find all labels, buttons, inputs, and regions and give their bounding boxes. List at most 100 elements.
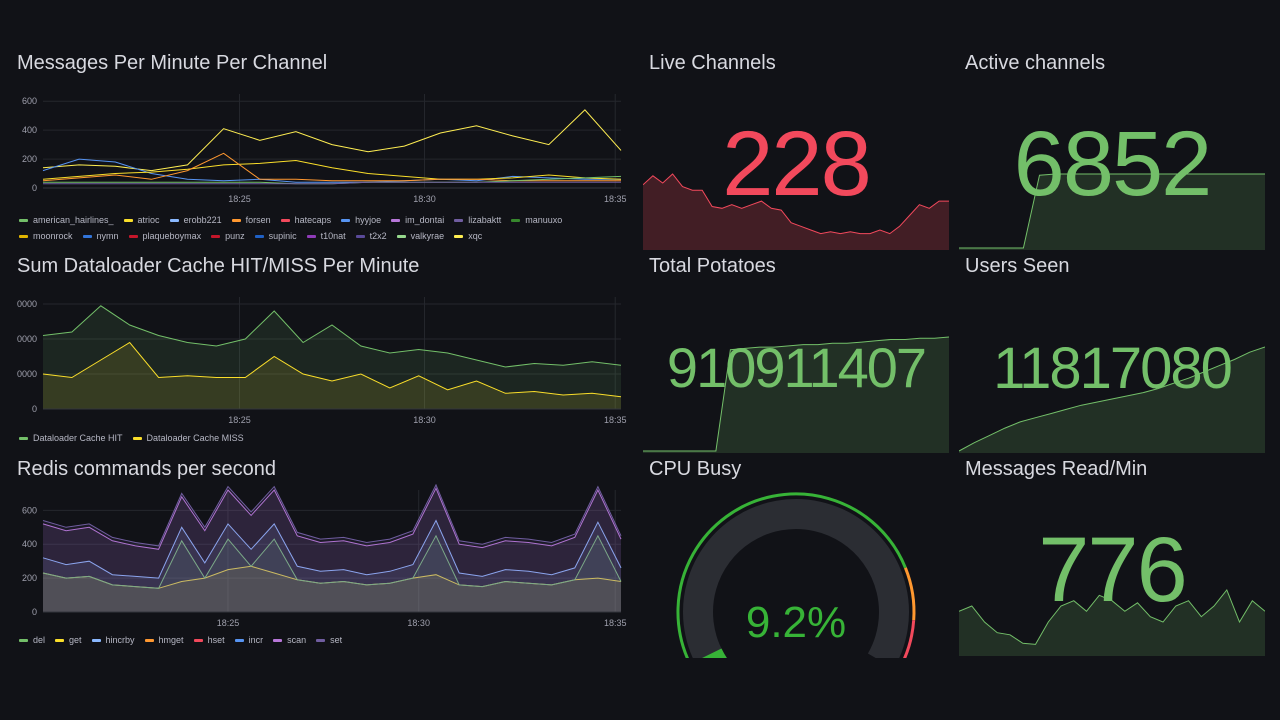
legend-swatch xyxy=(123,219,133,223)
redis-legend-item[interactable]: hmget xyxy=(144,632,184,648)
series-area-scan xyxy=(43,488,621,612)
cache-legend-item[interactable]: Dataloader Cache HIT xyxy=(19,430,123,446)
series-line-set xyxy=(42,484,622,547)
legend-swatch xyxy=(396,235,406,239)
messages-legend-item[interactable]: lizabaktt xyxy=(454,212,501,228)
y-tick-label: 200 xyxy=(22,573,37,583)
legend-label: american_hairlines_ xyxy=(33,215,114,225)
live-channels-title: Live Channels xyxy=(649,52,776,74)
x-tick-label: 18:35 xyxy=(604,415,627,425)
messages-legend-item[interactable]: valkyrae xyxy=(396,228,445,244)
legend-label: Dataloader Cache HIT xyxy=(33,433,123,443)
legend-label: nymn xyxy=(96,231,119,241)
sparkline-area xyxy=(643,337,949,453)
legend-swatch xyxy=(169,219,179,223)
cache-panel-title: Sum Dataloader Cache HIT/MISS Per Minute xyxy=(17,255,420,277)
messages-legend-item[interactable]: t2x2 xyxy=(355,228,387,244)
cache-chart: 0 10000 20000 30000 18:25 18:30 18:35 xyxy=(17,297,627,425)
users-seen-sparkline xyxy=(959,346,1265,453)
legend-label: hmget xyxy=(158,635,184,645)
cpu-busy-value: 9.2% xyxy=(745,598,847,647)
legend-label: scan xyxy=(287,635,307,645)
sparkline-line xyxy=(643,173,949,235)
y-tick-label: 20000 xyxy=(17,334,37,344)
legend-label: atrioc xyxy=(137,215,160,225)
messages-legend-item[interactable]: manuuxo xyxy=(511,212,562,228)
sparkline-line xyxy=(643,336,949,452)
legend-label: valkyrae xyxy=(410,231,445,241)
messages-legend: american_hairlines_ atrioc erobb221 forsen h… xyxy=(19,212,629,244)
y-tick-label: 30000 xyxy=(17,299,37,309)
legend-label: hincrby xyxy=(105,635,135,645)
legend-swatch xyxy=(19,639,28,643)
legend-label: moonrock xyxy=(33,231,73,241)
gauge-threshold-red xyxy=(902,620,916,658)
live-channels-value: 228 xyxy=(722,113,872,215)
sparkline-line xyxy=(959,173,1265,249)
series-area-get xyxy=(43,566,621,612)
redis-legend-item[interactable]: hincrby xyxy=(91,632,135,648)
legend-label: t2x2 xyxy=(369,231,387,241)
legend-label: set xyxy=(330,635,343,645)
messages-legend-item[interactable]: forsen xyxy=(231,212,271,228)
legend-label: incr xyxy=(248,635,264,645)
redis-legend-item[interactable]: set xyxy=(316,632,342,648)
messages-legend-item[interactable]: supinic xyxy=(254,228,297,244)
cache-legend-item[interactable]: Dataloader Cache MISS xyxy=(132,430,244,446)
y-tick-label: 0 xyxy=(32,607,37,617)
messages-legend-item[interactable]: atrioc xyxy=(123,212,160,228)
messages-legend-item[interactable]: im_dontai xyxy=(391,212,444,228)
messages-legend-item[interactable]: xqc xyxy=(454,228,482,244)
messages-legend-item[interactable]: t10nat xyxy=(306,228,346,244)
x-tick-label: 18:30 xyxy=(407,618,430,628)
x-tick-label: 18:25 xyxy=(228,194,251,204)
series-line-hyyjoe xyxy=(42,158,621,183)
messages-read-sparkline xyxy=(959,589,1265,656)
legend-swatch xyxy=(211,235,221,239)
legend-label: Dataloader Cache MISS xyxy=(146,433,244,443)
gauge-fill xyxy=(702,647,728,658)
messages-legend-item[interactable]: hyyjoe xyxy=(341,212,381,228)
messages-legend-item[interactable]: moonrock xyxy=(19,228,73,244)
messages-legend-item[interactable]: nymn xyxy=(82,228,119,244)
redis-legend-item[interactable]: hset xyxy=(193,632,225,648)
redis-legend-item[interactable]: incr xyxy=(234,632,264,648)
legend-label: xqc xyxy=(468,231,483,241)
total-potatoes-title: Total Potatoes xyxy=(649,255,776,277)
legend-swatch xyxy=(19,219,28,223)
gauge-track xyxy=(683,499,909,658)
total-potatoes-sparkline xyxy=(643,336,949,453)
messages-legend-item[interactable]: american_hairlines_ xyxy=(19,212,114,228)
legend-swatch xyxy=(19,437,28,441)
messages-legend-item[interactable]: hatecaps xyxy=(280,212,331,228)
messages-read-value: 776 xyxy=(1038,519,1188,621)
cpu-gauge xyxy=(676,492,916,658)
legend-swatch xyxy=(511,219,521,223)
legend-swatch xyxy=(280,219,290,223)
active-channels-sparkline xyxy=(959,173,1265,250)
redis-legend-item[interactable]: get xyxy=(55,632,82,648)
legend-swatch xyxy=(454,219,464,223)
sparkline-area xyxy=(959,174,1265,250)
series-line-scan xyxy=(42,487,622,550)
legend-swatch xyxy=(19,235,28,239)
users-seen-panel: Users Seen 11817080 xyxy=(959,255,1265,453)
active-channels-panel: Active channels 6852 xyxy=(959,52,1265,250)
redis-legend-item[interactable]: del xyxy=(19,632,45,648)
legend-label: del xyxy=(33,635,46,645)
active-channels-title: Active channels xyxy=(965,52,1106,74)
sparkline-area xyxy=(643,174,949,250)
series-line-xqc xyxy=(42,109,622,172)
redis-legend-item[interactable]: scan xyxy=(273,632,306,648)
y-tick-label: 0 xyxy=(32,404,37,414)
y-tick-label: 600 xyxy=(22,96,37,106)
legend-label: manuuxo xyxy=(525,215,563,225)
legend-swatch xyxy=(234,639,244,643)
messages-legend-item[interactable]: plaqueboymax xyxy=(128,228,201,244)
legend-swatch xyxy=(454,235,464,239)
legend-swatch xyxy=(132,437,142,441)
messages-legend-item[interactable]: punz xyxy=(211,228,245,244)
legend-swatch xyxy=(55,639,65,643)
legend-label: erobb221 xyxy=(183,215,222,225)
messages-legend-item[interactable]: erobb221 xyxy=(169,212,222,228)
